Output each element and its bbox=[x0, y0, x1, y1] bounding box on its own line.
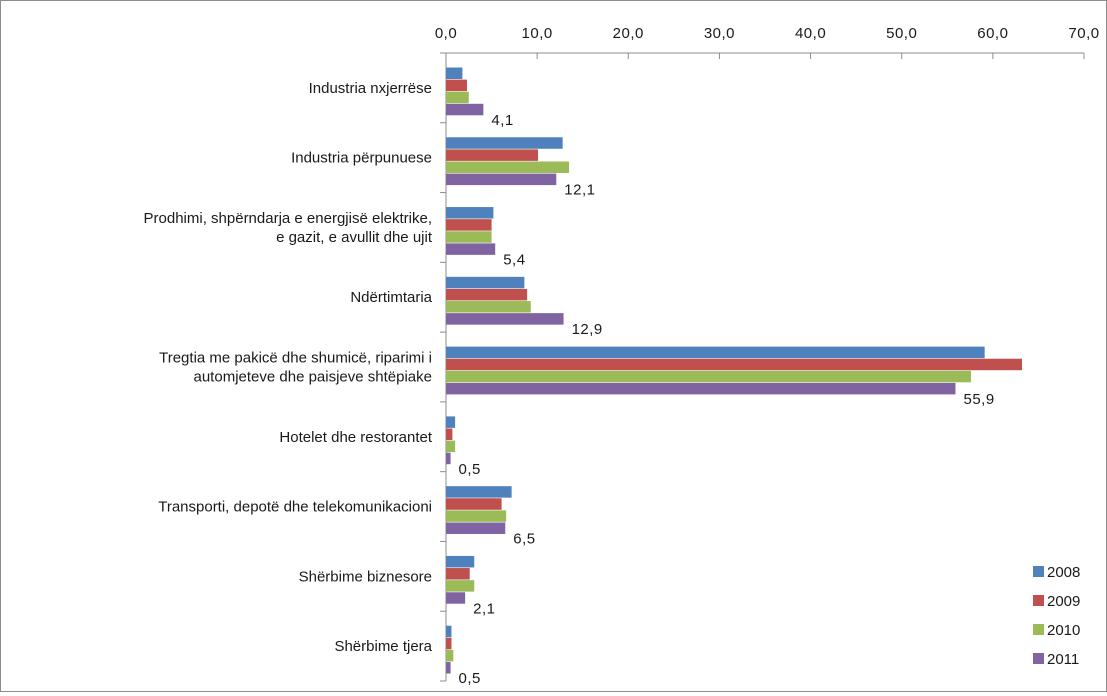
bar-2011-7 bbox=[446, 592, 466, 604]
bar-2011-3 bbox=[446, 313, 564, 325]
data-label: 0,5 bbox=[459, 461, 481, 478]
bar-2010-3 bbox=[446, 301, 531, 313]
category-label: Industria përpunuese bbox=[291, 150, 432, 167]
bar-2011-0 bbox=[446, 103, 484, 116]
legend-label: 2009 bbox=[1047, 593, 1080, 610]
bar-2010-2 bbox=[446, 231, 492, 243]
legend-label: 2010 bbox=[1047, 622, 1080, 639]
x-tick-label: 40,0 bbox=[795, 25, 826, 42]
bar-2009-3 bbox=[446, 288, 528, 301]
x-tick-label: 20,0 bbox=[613, 25, 644, 42]
category-label: Transporti, depotë dhe telekomunikacioni bbox=[158, 499, 432, 516]
bar-2009-0 bbox=[446, 79, 467, 92]
bar-2009-2 bbox=[446, 219, 492, 231]
bar-2010-5 bbox=[446, 440, 456, 453]
bar-2008-2 bbox=[446, 207, 494, 219]
bar-2008-8 bbox=[446, 625, 452, 638]
bar-2008-1 bbox=[446, 137, 563, 149]
bar-2011-4 bbox=[446, 382, 956, 395]
bar-2010-1 bbox=[446, 161, 570, 173]
category-label: Ndërtimtaria bbox=[350, 289, 432, 306]
x-tick-label: 70,0 bbox=[1068, 25, 1099, 42]
x-tick-label: 30,0 bbox=[704, 25, 735, 42]
bar-2008-3 bbox=[446, 276, 525, 289]
data-label: 5,4 bbox=[503, 251, 525, 268]
x-tick-label: 10,0 bbox=[522, 25, 553, 42]
legend-label: 2011 bbox=[1047, 651, 1079, 668]
bar-2008-6 bbox=[446, 486, 512, 498]
category-label: Tregtia me pakicë dhe shumicë, riparimi … bbox=[159, 350, 432, 367]
legend-swatch-2010 bbox=[1033, 624, 1044, 635]
bar-2009-7 bbox=[446, 568, 470, 580]
category-label: Prodhimi, shpërndarja e energjisë elektr… bbox=[144, 210, 432, 227]
legend-swatch-2011 bbox=[1033, 653, 1044, 664]
bar-2009-5 bbox=[446, 428, 453, 440]
bar-2011-2 bbox=[446, 243, 496, 255]
legend-swatch-2008 bbox=[1033, 566, 1044, 577]
x-tick-label: 50,0 bbox=[886, 25, 917, 42]
bar-2008-5 bbox=[446, 416, 456, 428]
category-label: e gazit, e avullit dhe ujit bbox=[276, 229, 433, 246]
bar-2010-8 bbox=[446, 649, 454, 662]
data-label: 4,1 bbox=[491, 112, 513, 129]
bar-2009-6 bbox=[446, 498, 502, 510]
category-label: Industria nxjerrëse bbox=[309, 80, 432, 97]
bar-2011-1 bbox=[446, 173, 557, 186]
x-tick-label: 0,0 bbox=[435, 25, 457, 42]
bar-2011-6 bbox=[446, 522, 506, 534]
bar-2008-4 bbox=[446, 346, 985, 359]
bar-2008-7 bbox=[446, 555, 475, 568]
data-label: 12,9 bbox=[572, 321, 603, 338]
data-label: 0,5 bbox=[459, 670, 481, 687]
data-label: 12,1 bbox=[564, 182, 595, 199]
x-tick-label: 60,0 bbox=[977, 25, 1008, 42]
bar-2009-4 bbox=[446, 358, 1023, 371]
legend-swatch-2009 bbox=[1033, 595, 1044, 606]
category-label: Shërbime biznesore bbox=[299, 568, 432, 585]
category-label: Hotelet dhe restorantet bbox=[279, 429, 432, 446]
bar-2009-8 bbox=[446, 637, 452, 650]
data-label: 55,9 bbox=[963, 391, 994, 408]
legend-label: 2008 bbox=[1047, 564, 1080, 581]
bar-2010-0 bbox=[446, 91, 469, 104]
category-label: automjeteve dhe paisjeve shtëpiake bbox=[194, 369, 433, 386]
bar-2008-0 bbox=[446, 67, 463, 79]
bar-2011-8 bbox=[446, 662, 451, 674]
data-label: 6,5 bbox=[513, 531, 535, 548]
bar-2010-4 bbox=[446, 370, 971, 383]
bar-2009-1 bbox=[446, 149, 539, 161]
bar-2010-6 bbox=[446, 510, 507, 522]
bar-2010-7 bbox=[446, 580, 475, 592]
category-label: Shërbime tjera bbox=[334, 638, 432, 655]
bar-2011-5 bbox=[446, 452, 451, 465]
data-label: 2,1 bbox=[473, 600, 495, 617]
